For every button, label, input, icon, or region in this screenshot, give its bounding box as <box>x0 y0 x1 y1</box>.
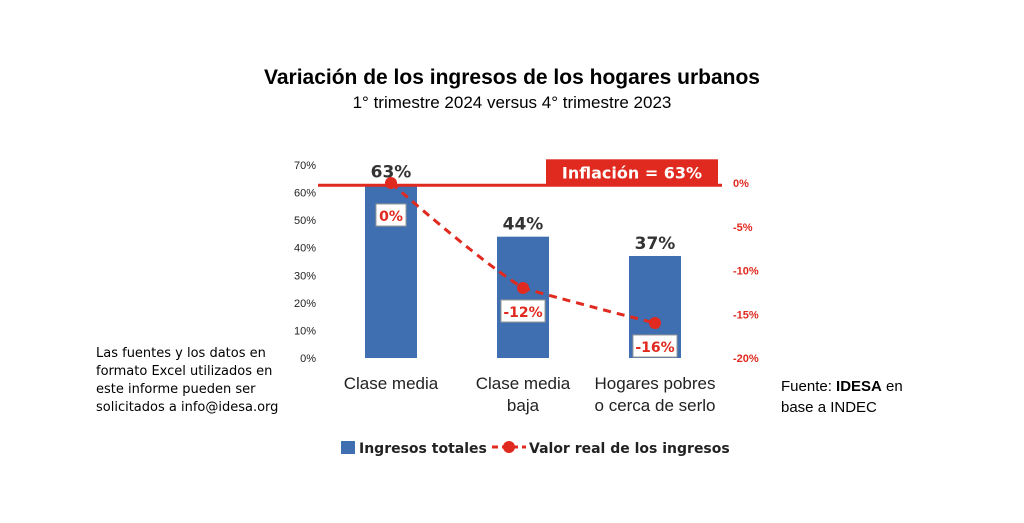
right-axis-tick-label: -5% <box>733 222 753 234</box>
real-value-label: 0% <box>379 209 403 225</box>
category-label: baja <box>507 396 540 415</box>
bar-value-label: 44% <box>503 215 544 235</box>
source-prefix: Fuente: <box>781 378 837 395</box>
legend-swatch-ingresos-totales <box>341 441 355 454</box>
real-value-marker <box>385 177 397 189</box>
right-axis-tick-label: -15% <box>733 309 759 321</box>
legend-marker-valor-real <box>503 441 515 453</box>
legend-label-ingresos-totales: Ingresos totales <box>359 441 487 457</box>
data-request-note: Las fuentes y los datos en formato Excel… <box>96 346 279 415</box>
left-axis-tick-label: 40% <box>294 243 316 255</box>
chart-subtitle: 1° trimestre 2024 versus 4° trimestre 20… <box>352 93 672 112</box>
real-value-label: -12% <box>503 305 542 321</box>
real-value-marker <box>649 317 661 329</box>
bar-value-label: 37% <box>635 234 676 254</box>
left-axis-tick-label: 10% <box>294 325 316 337</box>
right-axis-tick-label: -20% <box>733 353 759 365</box>
left-axis-tick-label: 70% <box>294 160 316 172</box>
real-value-label: -16% <box>635 340 674 356</box>
left-axis-tick-label: 60% <box>294 188 316 200</box>
category-label: Clase media <box>344 374 439 393</box>
category-label: Hogares pobres <box>595 374 716 393</box>
bar-value-label: 63% <box>371 162 412 182</box>
category-label: Clase media <box>476 374 571 393</box>
right-axis-tick-label: -10% <box>733 266 759 278</box>
category-label: o cerca de serlo <box>595 396 716 415</box>
legend-label-valor-real: Valor real de los ingresos <box>529 441 730 457</box>
real-value-label-box <box>375 203 407 227</box>
bar-ingresos-totales <box>497 236 549 358</box>
left-axis-tick-label: 30% <box>294 270 316 282</box>
inflation-label-box <box>546 159 718 186</box>
source-org: IDESA <box>836 378 882 395</box>
source-rest: en base a INDEC <box>781 378 903 416</box>
right-axis-tick-label: 0% <box>733 178 749 190</box>
left-axis-tick-label: 0% <box>300 353 316 365</box>
chart-title: Variación de los ingresos de los hogares… <box>264 66 760 89</box>
real-value-marker <box>517 282 529 294</box>
left-axis-tick-label: 50% <box>294 215 316 227</box>
real-value-label-box <box>632 334 678 358</box>
inflation-label: Inflación = 63% <box>562 163 702 182</box>
left-axis-tick-label: 20% <box>294 298 316 310</box>
source-note: Fuente: IDESA en base a INDEC <box>781 376 931 418</box>
real-value-label-box <box>500 299 546 323</box>
